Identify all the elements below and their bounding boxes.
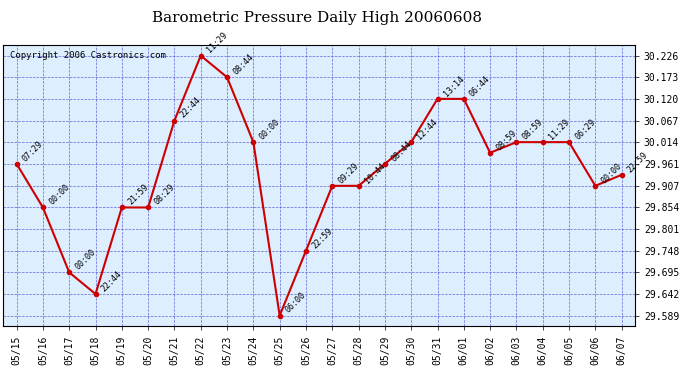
Text: 08:44: 08:44 (231, 53, 255, 76)
Text: 06:44: 06:44 (468, 74, 492, 98)
Text: 00:00: 00:00 (257, 117, 282, 141)
Text: 08:59: 08:59 (520, 117, 544, 141)
Text: Copyright 2006 Castronics.com: Copyright 2006 Castronics.com (10, 51, 166, 60)
Text: Barometric Pressure Daily High 20060608: Barometric Pressure Daily High 20060608 (152, 11, 482, 25)
Text: 08:29: 08:29 (152, 183, 177, 207)
Text: 22:44: 22:44 (179, 96, 203, 120)
Text: 22:59: 22:59 (626, 150, 650, 174)
Text: 06:29: 06:29 (573, 117, 598, 141)
Text: 11:29: 11:29 (205, 31, 229, 55)
Text: 08:44: 08:44 (389, 139, 413, 163)
Text: 08:59: 08:59 (494, 128, 518, 152)
Text: 12:44: 12:44 (415, 117, 440, 141)
Text: 22:59: 22:59 (310, 226, 334, 250)
Text: 00:00: 00:00 (73, 248, 97, 272)
Text: 06:00: 06:00 (284, 291, 308, 315)
Text: 07:29: 07:29 (21, 139, 45, 163)
Text: 13:14: 13:14 (442, 74, 466, 98)
Text: 22:44: 22:44 (99, 269, 124, 293)
Text: 09:29: 09:29 (337, 161, 360, 185)
Text: 00:00: 00:00 (600, 161, 624, 185)
Text: 00:00: 00:00 (47, 183, 71, 207)
Text: 10:44: 10:44 (363, 161, 387, 185)
Text: 21:59: 21:59 (126, 183, 150, 207)
Text: 11:29: 11:29 (547, 117, 571, 141)
